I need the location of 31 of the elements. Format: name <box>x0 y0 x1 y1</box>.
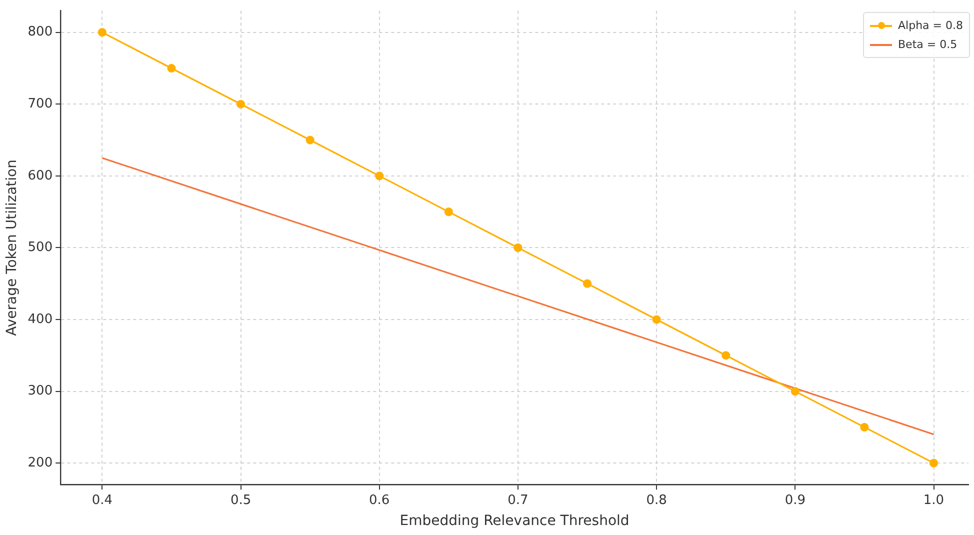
x-tick-label: 0.4 <box>92 492 113 508</box>
point <box>860 422 869 432</box>
point <box>652 315 661 324</box>
y-tick-label: 700 <box>28 96 53 112</box>
point <box>306 136 314 144</box>
point <box>514 243 522 252</box>
x-tick-label: 0.9 <box>784 492 806 508</box>
y-axis-title: Average Token Utilization <box>4 160 20 336</box>
y-tick-label: 200 <box>28 455 53 470</box>
x-tick-label: 0.8 <box>646 492 667 508</box>
point <box>722 351 730 360</box>
point <box>790 386 800 396</box>
point <box>236 100 246 108</box>
point <box>582 279 592 288</box>
y-tick-label: 500 <box>28 240 53 256</box>
point <box>929 458 938 468</box>
y-tick-label: 800 <box>28 24 53 40</box>
point <box>375 172 384 180</box>
y-tick-label: 400 <box>28 312 53 327</box>
x-axis-title: Embedding Relevance Threshold <box>400 513 630 530</box>
legend-label: Alpha = 0.8 <box>898 18 963 34</box>
x-tick-label: 0.7 <box>508 492 528 508</box>
y-tick-label: 300 <box>28 384 53 399</box>
y-tick-label: 600 <box>28 168 53 184</box>
x-tick-label: 0.6 <box>369 492 390 508</box>
point <box>98 28 106 37</box>
point <box>444 208 453 216</box>
x-tick-label: 0.5 <box>230 492 252 508</box>
point <box>167 64 176 73</box>
legend-label: Beta = 0.5 <box>898 37 958 53</box>
x-tick-label: 1.0 <box>923 492 944 508</box>
